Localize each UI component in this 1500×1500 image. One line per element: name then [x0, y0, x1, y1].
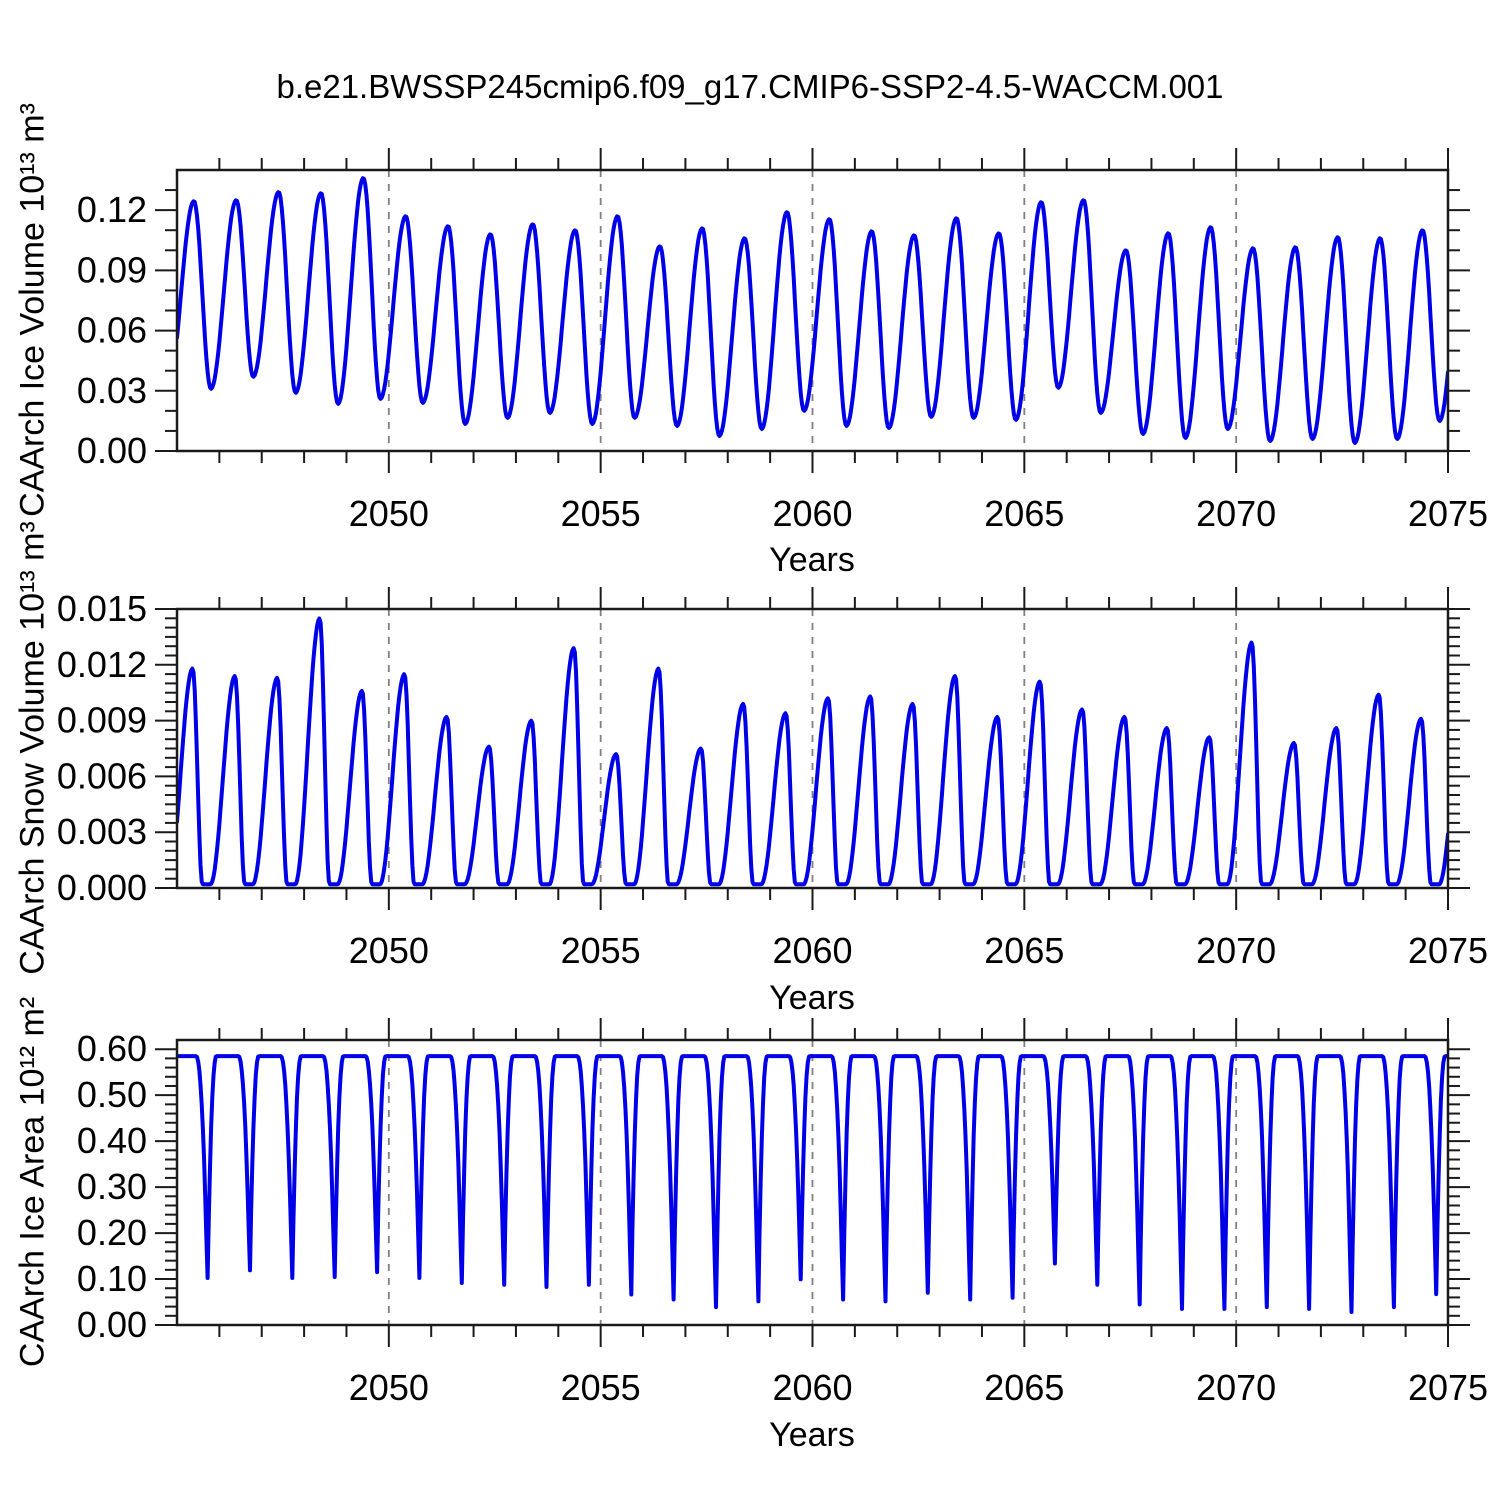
chart-panel-ice-area: 2050 2055 2060 2065 2070 2075 0.00 0.10 0.20 0.30… — [77, 1018, 1488, 1408]
x-axis-label-panel3: Years — [769, 1416, 855, 1454]
x-axis-label-panel1: Years — [769, 541, 855, 579]
data-series-caarch-snow-volume — [177, 616, 1448, 887]
y-tick-label: 0.003 — [57, 811, 147, 852]
page-title: b.e21.BWSSP245cmip6.f09_g17.CMIP6-SSP2-4… — [276, 68, 1224, 105]
x-tick-label: 2055 — [561, 493, 641, 534]
y-tick-label: 0.000 — [57, 867, 147, 908]
x-axis-label-panel2: Years — [769, 979, 855, 1017]
y-tick-label: 0.30 — [77, 1166, 147, 1207]
x-tick-label: 2050 — [349, 1367, 429, 1408]
y-tick-label: 0.009 — [57, 700, 147, 741]
x-tick-label: 2050 — [349, 930, 429, 971]
x-tick-label: 2065 — [984, 930, 1064, 971]
y-tick-label: 0.012 — [57, 644, 147, 685]
x-tick-label: 2060 — [772, 493, 852, 534]
y-tick-label: 0.20 — [77, 1212, 147, 1253]
data-series-caarch-ice-area — [177, 1054, 1448, 1314]
x-tick-label: 2075 — [1408, 1367, 1488, 1408]
data-series-caarch-ice-volume — [177, 176, 1448, 445]
x-tick-label: 2065 — [984, 493, 1064, 534]
x-tick-label: 2075 — [1408, 493, 1488, 534]
x-tick-label: 2050 — [349, 493, 429, 534]
y-tick-label: 0.006 — [57, 755, 147, 796]
x-tick-label: 2055 — [561, 930, 641, 971]
x-tick-label: 2055 — [561, 1367, 641, 1408]
chart-panel-snow-volume: 2050 2055 2060 2065 2070 2075 0.000 0.003 0.006 0… — [57, 587, 1488, 971]
y-tick-label: 0.50 — [77, 1074, 147, 1115]
y-tick-label: 0.06 — [77, 310, 147, 351]
y-tick-label: 0.00 — [77, 1304, 147, 1345]
y-tick-label: 0.09 — [77, 249, 147, 290]
x-tick-label: 2070 — [1196, 493, 1276, 534]
x-tick-label: 2070 — [1196, 930, 1276, 971]
chart-panel-ice-volume: 2050 2055 2060 2065 2070 2075 0.00 0.03 0.06 0.09… — [77, 148, 1488, 534]
x-tick-label: 2060 — [772, 930, 852, 971]
x-tick-label: 2070 — [1196, 1367, 1276, 1408]
y-tick-label: 0.00 — [77, 430, 147, 471]
x-tick-label: 2065 — [984, 1367, 1064, 1408]
x-tick-label: 2060 — [772, 1367, 852, 1408]
x-tick-label: 2075 — [1408, 930, 1488, 971]
y-tick-label: 0.40 — [77, 1120, 147, 1161]
y-tick-label: 0.60 — [77, 1028, 147, 1069]
y-tick-label: 0.10 — [77, 1258, 147, 1299]
y-tick-label: 0.015 — [57, 588, 147, 629]
y-tick-label: 0.03 — [77, 370, 147, 411]
y-tick-label: 0.12 — [77, 189, 147, 230]
